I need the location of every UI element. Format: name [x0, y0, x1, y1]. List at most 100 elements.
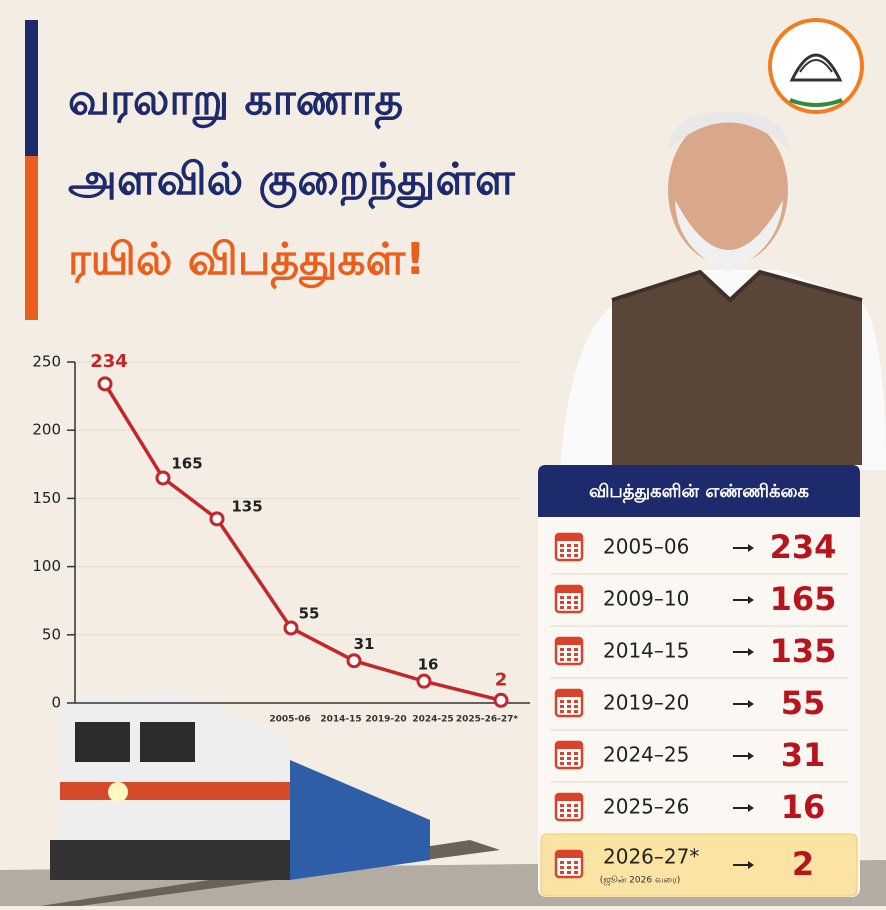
calendar-cell: [560, 804, 564, 807]
data-label: 16: [418, 656, 439, 674]
calendar-top: [556, 742, 582, 749]
calendar-cell: [560, 809, 564, 812]
calendar-cell: [574, 653, 578, 656]
table-title: விபத்துகளின் எண்ணிக்கை: [589, 481, 810, 504]
calendar-icon: [554, 532, 584, 562]
count: 165: [770, 580, 837, 618]
accent-bar-bottom: [25, 156, 38, 320]
calendar-cell: [574, 700, 578, 703]
highlight-row: [540, 833, 858, 897]
x-tick-label: 2025-26-27*: [456, 715, 519, 725]
period: 2026–27*: [603, 845, 699, 869]
calendar-cell: [574, 866, 578, 869]
calendar-cell: [560, 762, 564, 765]
table: விபத்துகளின் எண்ணிக்கை: [538, 465, 860, 897]
calendar-cell: [574, 549, 578, 552]
data-point: [97, 376, 113, 392]
x-tick-label: 2024-25: [412, 715, 453, 725]
calendar-cell: [567, 762, 571, 765]
calendar-cell: [574, 762, 578, 765]
title-line: அளவில் குறைந்துள்ள: [68, 154, 516, 210]
calendar-cell: [567, 549, 571, 552]
period: 2024–25: [603, 743, 689, 767]
arrow-head: [748, 544, 754, 552]
x-tick-label: 2005-06: [269, 715, 310, 725]
y-tick-label: 250: [32, 353, 61, 371]
x-tick-label: 2019-20: [365, 715, 406, 725]
calendar-cell: [574, 861, 578, 864]
period: 2005–06: [603, 535, 689, 559]
title-line: வரலாறு காணாத: [68, 74, 403, 129]
calendar-cell: [574, 814, 578, 817]
calendar-cell: [567, 871, 571, 874]
count: 135: [770, 632, 837, 670]
y-tick-label: 0: [51, 694, 61, 712]
calendar-cell: [560, 549, 564, 552]
calendar-cell: [567, 757, 571, 760]
period: 2014–15: [603, 639, 689, 663]
table-header: [538, 465, 860, 517]
data-point: [493, 692, 509, 708]
calendar-cell: [574, 871, 578, 874]
data-point: [346, 653, 362, 669]
calendar-icon: [554, 584, 584, 614]
calendar-cell: [574, 705, 578, 708]
arrow-head: [748, 700, 754, 708]
accent-bar-top: [25, 20, 38, 156]
count: 234: [770, 528, 837, 566]
calendar-cell: [567, 861, 571, 864]
calendar-top: [556, 534, 582, 541]
calendar-cell: [574, 757, 578, 760]
calendar-cell: [560, 705, 564, 708]
table-panel: [538, 465, 860, 897]
calendar-cell: [560, 757, 564, 760]
data-label: 135: [231, 497, 262, 515]
calendar-top: [556, 586, 582, 593]
calendar-icon: [554, 849, 584, 879]
count: 55: [781, 684, 826, 722]
count: 16: [781, 788, 826, 826]
calendar-cell: [574, 809, 578, 812]
calendar-cell: [567, 601, 571, 604]
calendar-top: [556, 638, 582, 645]
calendar-cell: [567, 596, 571, 599]
calendar-cell: [567, 544, 571, 547]
calendar-cell: [567, 653, 571, 656]
calendar-cell: [567, 752, 571, 755]
calendar-cell: [560, 554, 564, 557]
title-line: ரயில் விபத்துகள்!: [68, 234, 425, 289]
calendar-cell: [560, 861, 564, 864]
calendar-cell: [567, 554, 571, 557]
calendar-cell: [560, 606, 564, 609]
calendar-cell: [574, 804, 578, 807]
calendar-icon: [554, 792, 584, 822]
calendar-top: [556, 690, 582, 697]
calendar-cell: [560, 871, 564, 874]
data-label: 31: [354, 635, 375, 653]
count: 2: [792, 845, 814, 883]
period: 2009–10: [603, 587, 689, 611]
calendar-cell: [560, 653, 564, 656]
data-label: 2: [495, 669, 508, 690]
calendar-icon: [554, 688, 584, 718]
calendar-cell: [567, 705, 571, 708]
arrow-head: [748, 648, 754, 656]
calendar-cell: [567, 648, 571, 651]
data-point: [209, 511, 225, 527]
calendar-cell: [560, 601, 564, 604]
calendar-cell: [560, 596, 564, 599]
calendar-cell: [560, 544, 564, 547]
calendar-cell: [560, 814, 564, 817]
arrow-head: [748, 752, 754, 760]
calendar-cell: [560, 752, 564, 755]
calendar-cell: [567, 814, 571, 817]
calendar-cell: [560, 710, 564, 713]
calendar-cell: [560, 700, 564, 703]
data-point: [283, 620, 299, 636]
calendar-cell: [560, 866, 564, 869]
data-point: [155, 470, 171, 486]
x-tick-label: 2014-15: [320, 715, 361, 725]
arrow-head: [748, 596, 754, 604]
calendar-cell: [567, 866, 571, 869]
